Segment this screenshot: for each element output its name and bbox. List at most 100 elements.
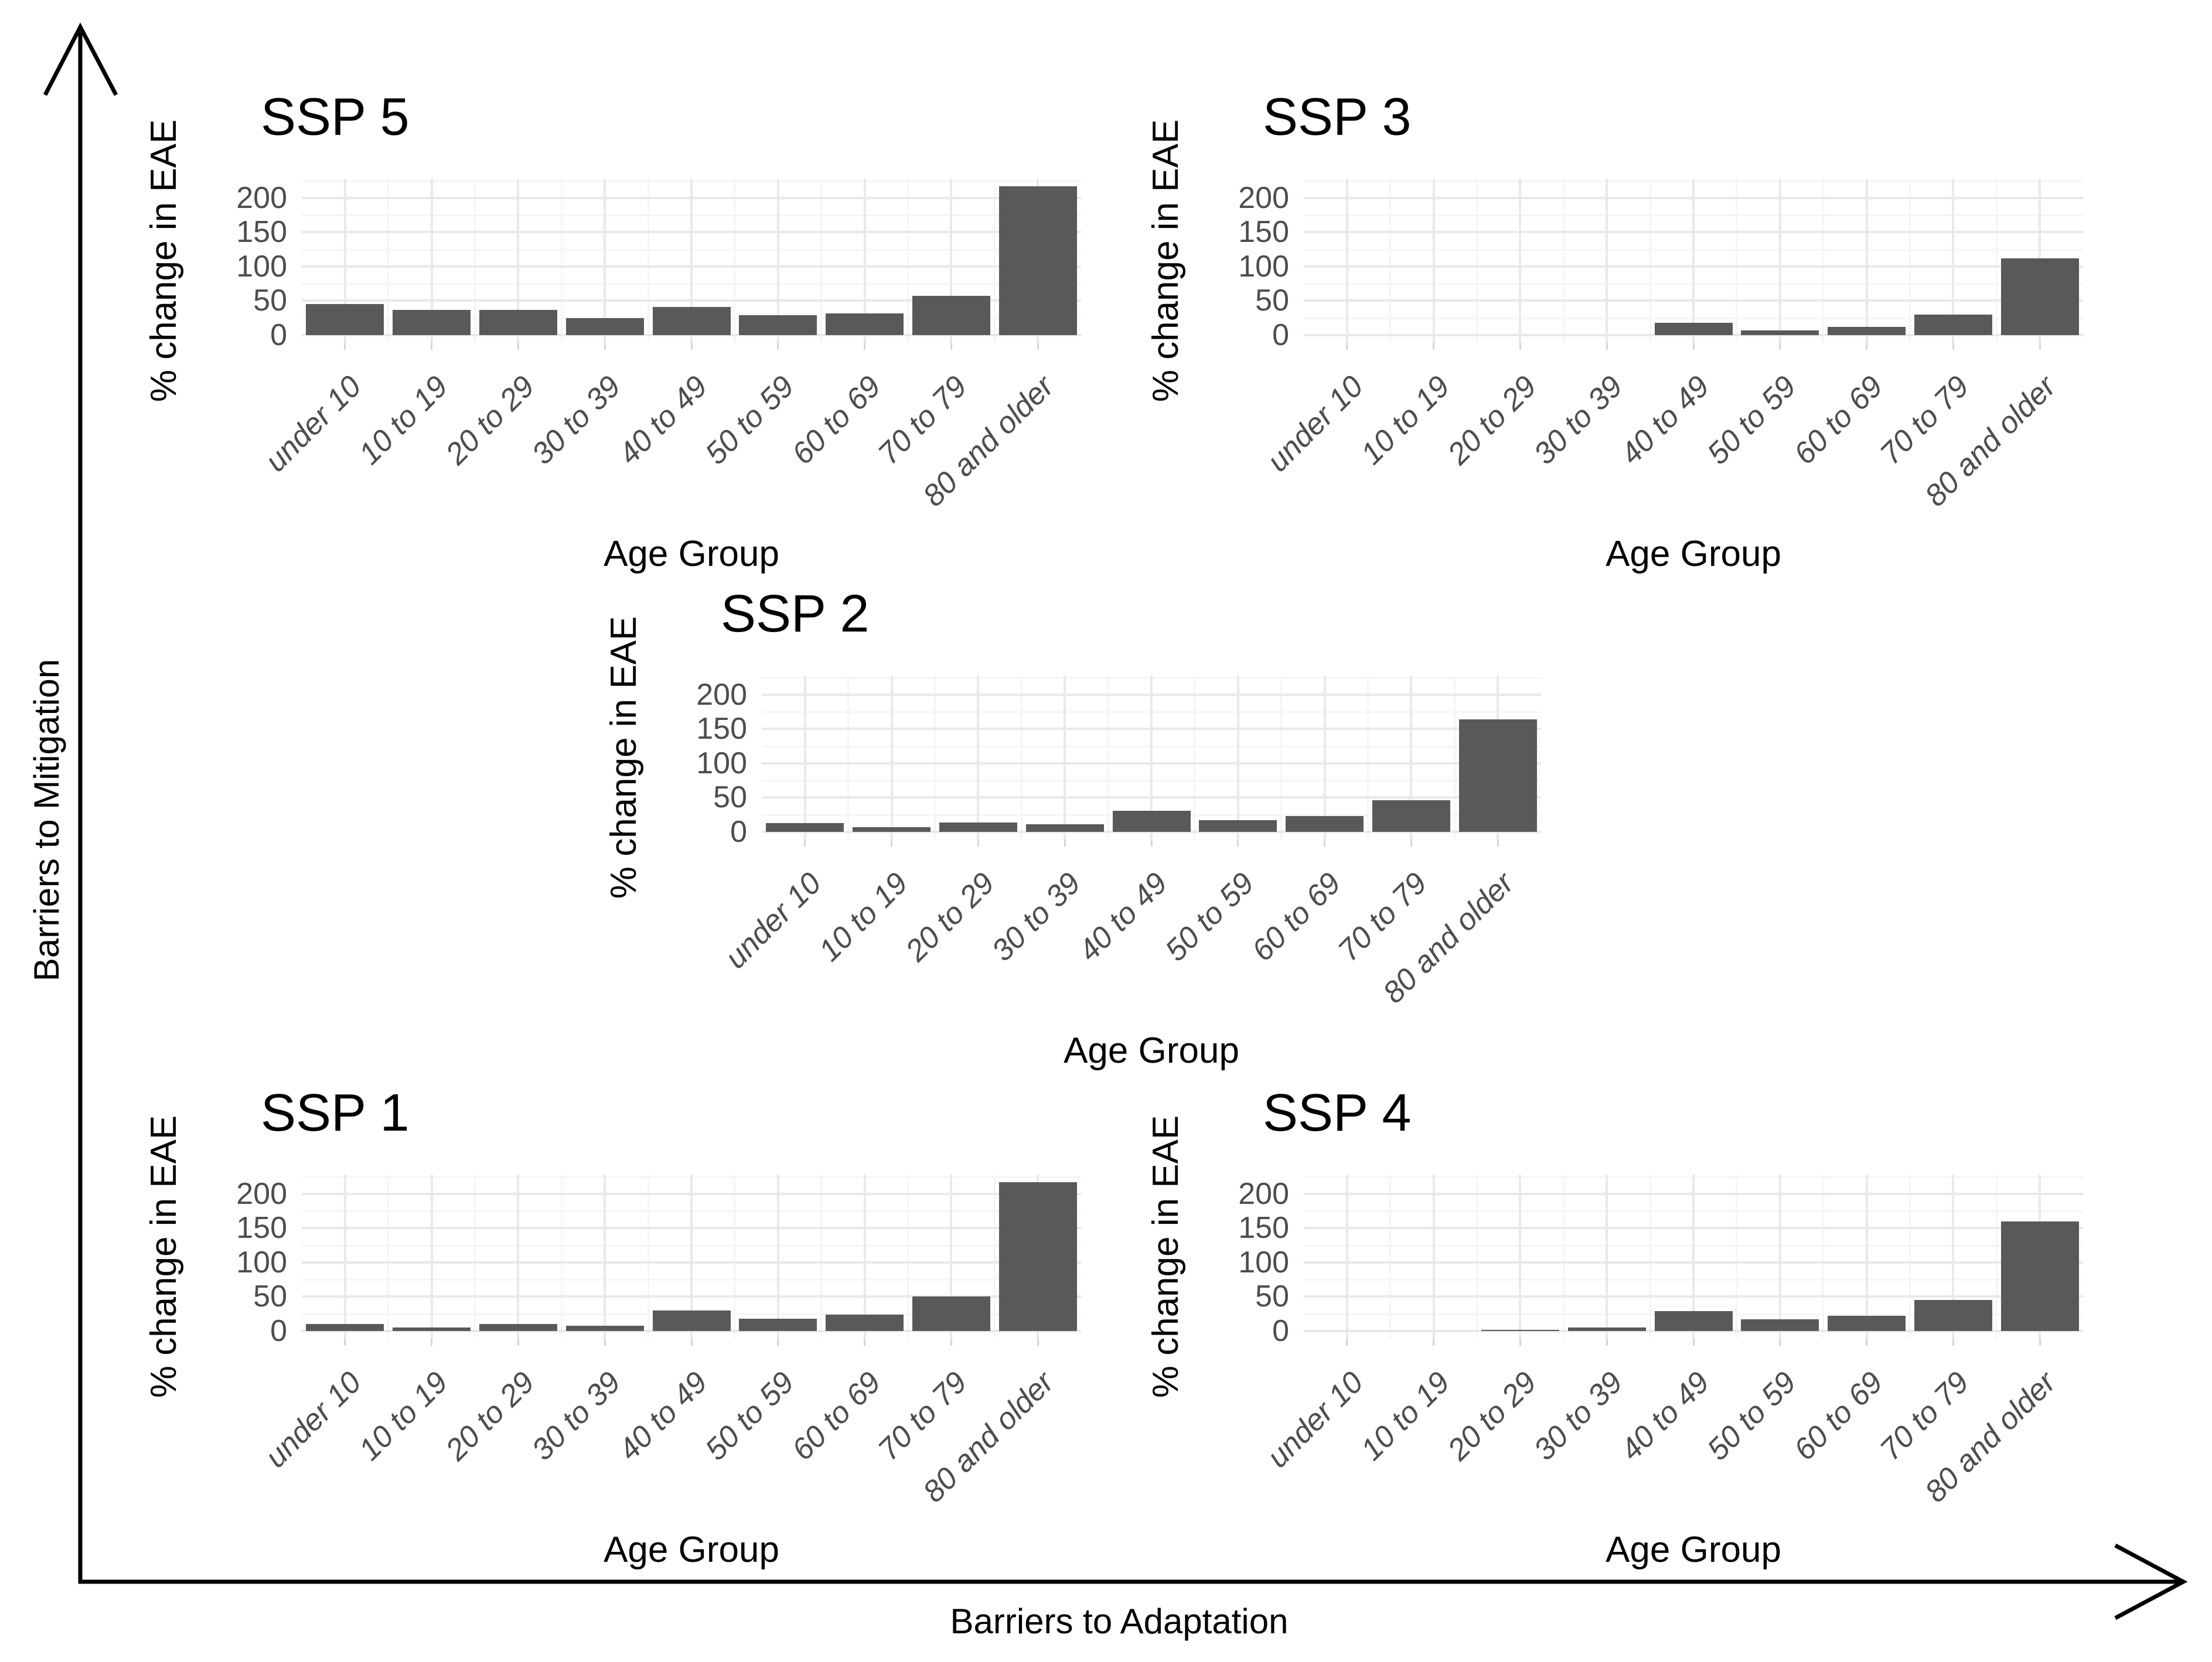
gridline-major-v <box>690 179 693 343</box>
gridline-minor-v <box>1476 1175 1478 1339</box>
gridline-major-v <box>517 179 520 343</box>
gridline-minor-v <box>1908 179 1911 343</box>
x-tick-mark <box>777 343 779 350</box>
gridline-minor-v <box>1822 1175 1825 1339</box>
gridline-minor-v <box>1453 675 1456 839</box>
y-tick-label-ssp1: 50 <box>253 1279 287 1314</box>
bar-ssp4-6 <box>1828 1316 1906 1331</box>
gridline-major-h <box>762 762 1541 765</box>
gridline-minor-v <box>734 179 736 343</box>
y-tick-label-ssp2: 200 <box>696 677 747 712</box>
y-tick-label-ssp5: 200 <box>236 180 287 215</box>
gridline-major-v <box>1606 179 1608 343</box>
x-axis-title-ssp2: Age Group <box>1064 1030 1239 1071</box>
chart-title-ssp5: SSP 5 <box>261 88 410 146</box>
x-axis-arrowhead-icon <box>2114 1543 2188 1620</box>
gridline-major-v <box>1064 675 1066 839</box>
x-tick-mark <box>1037 343 1039 350</box>
bar-ssp3-6 <box>1828 326 1906 335</box>
chart-title-ssp1: SSP 1 <box>261 1084 410 1142</box>
chart-title-ssp2: SSP 2 <box>721 585 870 643</box>
bar-ssp1-6 <box>826 1314 904 1331</box>
y-tick-label-ssp5: 100 <box>236 249 287 284</box>
gridline-major-h <box>1304 1227 2083 1230</box>
gridline-minor-v <box>847 675 850 839</box>
x-tick-mark <box>1866 1339 1868 1346</box>
gridline-major-h <box>1304 265 2083 268</box>
x-tick-mark <box>1952 343 1954 350</box>
gridline-minor-v <box>1389 1175 1392 1339</box>
gridline-major-v <box>517 1175 520 1339</box>
gridline-major-h <box>302 196 1081 199</box>
bar-ssp5-6 <box>826 313 904 335</box>
gridline-major-h <box>762 693 1541 696</box>
gridline-major-v <box>690 1175 693 1339</box>
gridline-major-h <box>1304 1295 2083 1298</box>
bar-ssp2-4 <box>1112 810 1191 832</box>
x-tick-mark <box>1433 343 1435 350</box>
y-tick-label-ssp4: 150 <box>1238 1211 1289 1245</box>
gridline-minor-v <box>1476 179 1478 343</box>
x-tick-mark <box>1433 1339 1435 1346</box>
gridline-major-v <box>1410 675 1413 839</box>
gridline-major-v <box>1952 179 1955 343</box>
x-tick-mark <box>864 1339 866 1346</box>
bar-ssp5-1 <box>393 309 471 335</box>
x-tick-mark <box>431 343 433 350</box>
bar-ssp4-2 <box>1481 1329 1559 1331</box>
x-tick-mark <box>891 839 893 847</box>
gridline-major-v <box>1778 179 1781 343</box>
gridline-minor-v <box>906 1175 909 1339</box>
x-axis-title-ssp1: Age Group <box>604 1530 779 1570</box>
x-axis-title-ssp5: Age Group <box>604 534 779 574</box>
gridline-major-v <box>1865 1175 1868 1339</box>
gridline-major-v <box>430 1175 433 1339</box>
x-tick-mark <box>1519 1339 1521 1346</box>
gridline-major-v <box>430 179 433 343</box>
bar-ssp2-2 <box>939 822 1017 832</box>
gridline-major-v <box>950 179 953 343</box>
x-tick-mark <box>344 343 346 350</box>
y-axis-arrowhead-icon <box>43 22 118 96</box>
gridline-minor-v <box>647 179 649 343</box>
gridline-minor-v <box>560 1175 563 1339</box>
gridline-major-v <box>1519 179 1522 343</box>
bar-ssp5-4 <box>652 306 731 335</box>
plot-panel-ssp1 <box>302 1175 1081 1339</box>
bar-ssp4-7 <box>1914 1300 1992 1331</box>
gridline-major-v <box>1606 1175 1608 1339</box>
x-tick-mark <box>804 839 806 847</box>
gridline-major-h <box>302 1261 1081 1264</box>
y-tick-label-ssp5: 0 <box>270 318 287 352</box>
gridline-major-v <box>1692 179 1695 343</box>
gridline-major-v <box>604 179 606 343</box>
x-tick-mark <box>777 1339 779 1346</box>
bar-ssp3-5 <box>1741 330 1819 335</box>
x-tick-mark <box>2039 343 2041 350</box>
x-tick-mark <box>1779 343 1781 350</box>
gridline-major-v <box>604 1175 606 1339</box>
gridline-minor-v <box>734 1175 736 1339</box>
gridline-minor-v <box>1736 1175 1738 1339</box>
y-tick-label-ssp3: 200 <box>1238 180 1289 215</box>
gridline-major-h <box>1304 1330 2083 1332</box>
bar-ssp2-1 <box>853 827 931 832</box>
x-axis-title-ssp4: Age Group <box>1606 1530 1781 1570</box>
bar-ssp4-3 <box>1567 1327 1646 1331</box>
gridline-major-h <box>1304 299 2083 302</box>
bar-ssp1-4 <box>652 1310 731 1331</box>
x-tick-mark <box>1606 1339 1608 1346</box>
x-tick-mark <box>1237 839 1239 847</box>
x-tick-mark <box>517 343 519 350</box>
bar-ssp3-7 <box>1914 314 1992 335</box>
gridline-major-v <box>776 179 779 343</box>
bar-ssp5-3 <box>565 318 644 335</box>
x-tick-mark <box>431 1339 433 1346</box>
y-tick-label-ssp1: 100 <box>236 1245 287 1279</box>
gridline-major-h <box>1304 1192 2083 1195</box>
gridline-minor-v <box>1649 1175 1651 1339</box>
bar-ssp1-7 <box>912 1296 990 1331</box>
gridline-minor-v <box>474 1175 476 1339</box>
gridline-minor-v <box>1562 179 1565 343</box>
